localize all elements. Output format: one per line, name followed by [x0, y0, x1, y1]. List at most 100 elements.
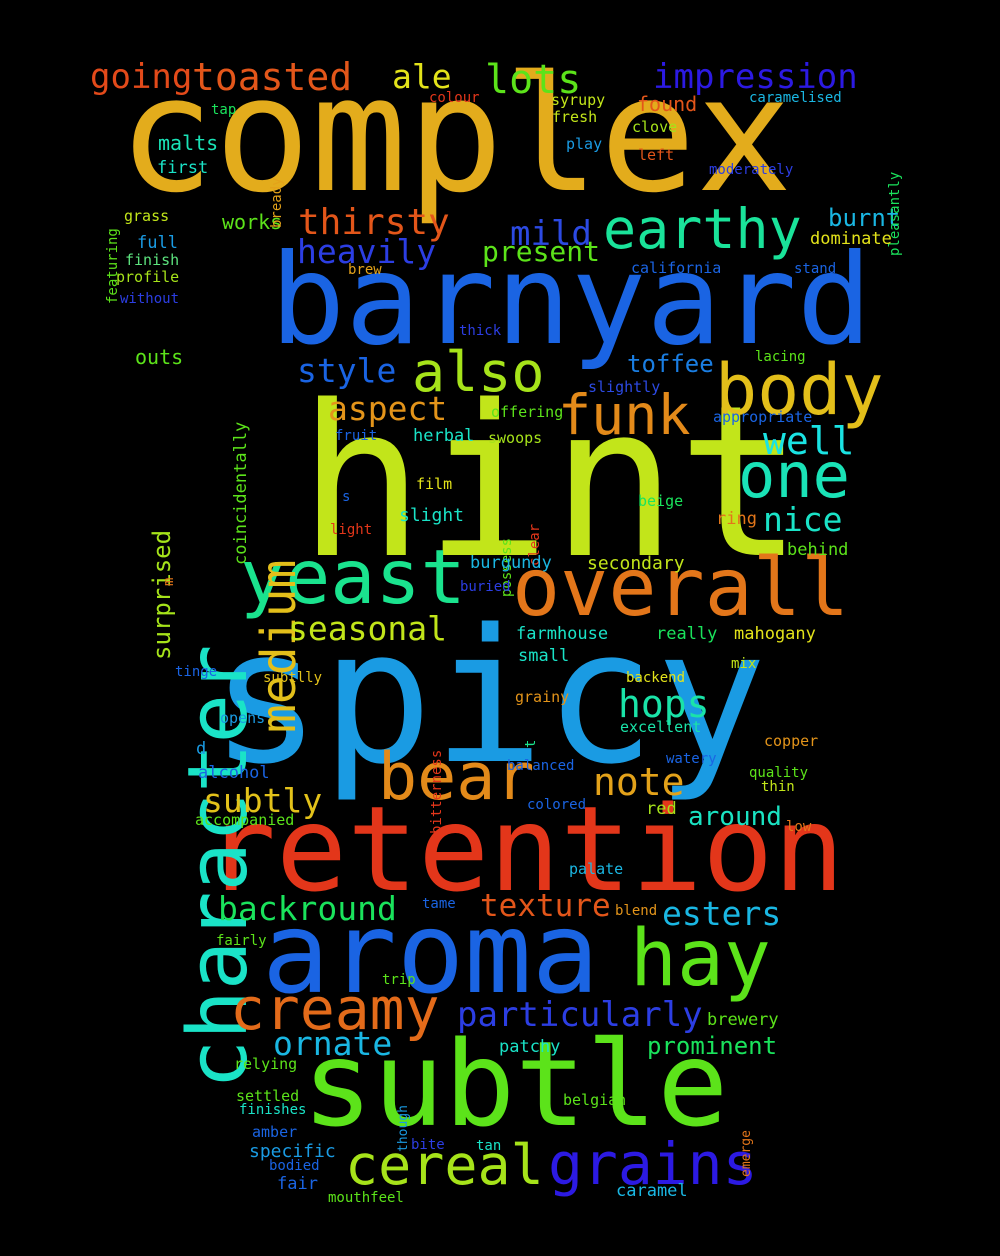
word-texture: texture: [480, 888, 611, 924]
word-found: found: [637, 92, 698, 116]
word-finishes: finishes: [239, 1102, 307, 1118]
word-slightly: slightly: [588, 378, 661, 396]
word-secondary: secondary: [587, 553, 685, 574]
word-fruit: fruit: [335, 428, 378, 444]
word-seasonal: seasonal: [288, 609, 447, 648]
word-grass: grass: [124, 207, 170, 225]
word-funk: funk: [558, 383, 691, 447]
word-behind: behind: [787, 540, 849, 560]
word-fairly: fairly: [216, 933, 267, 949]
word-subtle: subtle: [302, 1015, 729, 1153]
word-lacing: lacing: [755, 349, 806, 365]
word-farmhouse: farmhouse: [516, 624, 609, 644]
word-thirsty: thirsty: [298, 202, 450, 243]
word-ornate: ornate: [273, 1024, 393, 1063]
word-works: works: [222, 210, 283, 234]
word-caramel: caramel: [616, 1181, 688, 1201]
word-style: style: [297, 351, 397, 390]
word-aspect: aspect: [328, 389, 448, 428]
word-ale: ale: [392, 57, 452, 96]
word-patchy: patchy: [499, 1037, 561, 1057]
word-play: play: [566, 135, 603, 153]
word-offering: offering: [491, 403, 564, 421]
word-earthy: earthy: [603, 197, 802, 261]
word-though: though: [396, 1105, 411, 1152]
word-specific: specific: [249, 1141, 336, 1162]
word-grainy: grainy: [515, 688, 570, 706]
word-film: film: [416, 475, 453, 493]
word-particularly: particularly: [457, 995, 703, 1035]
word-tan: tan: [476, 1138, 502, 1154]
word-stand: stand: [794, 261, 837, 277]
word-dominate: dominate: [810, 229, 892, 249]
word-thick: thick: [459, 323, 502, 339]
word-backround: backround: [218, 889, 397, 928]
word-esters: esters: [662, 894, 782, 933]
word-fair: fair: [277, 1174, 318, 1194]
word-well: well: [763, 419, 855, 463]
word-subtlly: subtlly: [263, 670, 323, 686]
word-mouthfeel: mouthfeel: [328, 1190, 404, 1206]
word-blend: blend: [615, 903, 658, 919]
word-alcohol: alcohol: [198, 763, 270, 783]
word-burgundy: burgundy: [470, 553, 552, 573]
word-body: body: [715, 349, 884, 431]
word-bear: bear: [378, 740, 535, 815]
word-overall: overall: [512, 541, 850, 634]
word-tame: tame: [422, 896, 456, 912]
word-mild: mild: [510, 214, 592, 254]
word-note: note: [593, 760, 685, 804]
word-malts: malts: [158, 131, 219, 155]
word-light: light: [330, 522, 373, 538]
word-retention: retention: [205, 780, 845, 918]
word-tinge: tinge: [175, 664, 218, 680]
word-moderately: moderately: [709, 162, 794, 178]
word-settled: settled: [236, 1087, 300, 1105]
word-mahogany: mahogany: [734, 624, 816, 644]
word-heavily: heavily: [297, 232, 437, 271]
word-emerge: emerge: [739, 1130, 754, 1177]
word-going: going: [90, 57, 193, 97]
word-relying: relying: [234, 1055, 298, 1073]
word-prominent: prominent: [647, 1032, 778, 1060]
word-belgian: belgian: [563, 1091, 627, 1109]
word-appropriate: appropriate: [713, 408, 813, 426]
word-complex: complex: [118, 41, 793, 228]
word-caramelised: caramelised: [749, 90, 842, 106]
word-palate: palate: [569, 860, 624, 878]
word-buried: buried: [460, 579, 511, 595]
word-excellent: excellent: [620, 718, 702, 736]
word-hint: hint: [298, 360, 804, 605]
word-small: small: [518, 646, 570, 666]
word-bready: bready: [269, 177, 285, 228]
word-finish: finish: [125, 251, 180, 269]
word-full: full: [137, 233, 178, 253]
word-one: one: [738, 439, 850, 512]
word-hops: hops: [618, 682, 710, 726]
word-toasted: toasted: [192, 55, 353, 99]
word-s: s: [342, 489, 351, 505]
word-present: present: [482, 235, 601, 268]
word-colour: colour: [429, 90, 480, 106]
word-quality: quality: [749, 765, 809, 781]
word-brewery: brewery: [707, 1010, 779, 1030]
word-left: left: [638, 146, 675, 164]
word-california: california: [631, 259, 722, 277]
word-lots: lots: [485, 57, 582, 103]
word-m: m: [161, 577, 177, 586]
word-really: really: [656, 624, 718, 644]
word-mix: mix: [731, 656, 757, 672]
word-grains: grains: [548, 1130, 758, 1198]
word-barnyard: barnyard: [270, 228, 873, 373]
word-backend: backend: [626, 670, 686, 686]
word-subtly: subtly: [203, 781, 323, 820]
word-bodied: bodied: [269, 1158, 320, 1174]
word-nice: nice: [763, 500, 843, 539]
word-also: also: [412, 340, 545, 404]
word-brew: brew: [348, 262, 382, 278]
word-opens: opens: [220, 709, 266, 727]
word-bitterness: bitterness: [429, 749, 445, 834]
word-low: low: [786, 819, 812, 835]
word-t: t: [523, 739, 539, 748]
